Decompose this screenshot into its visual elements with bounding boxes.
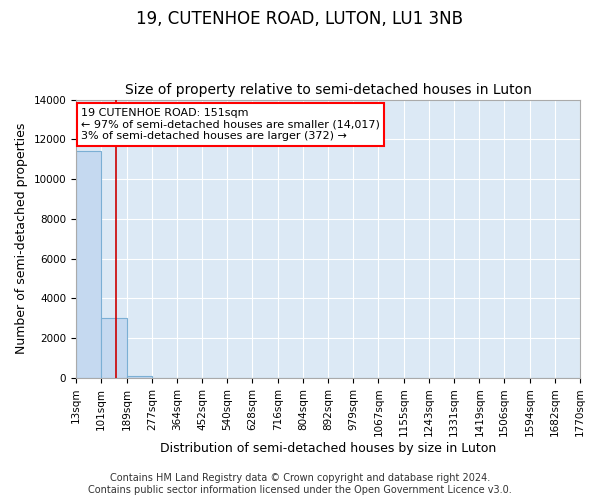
Bar bbox=[76, 152, 101, 378]
X-axis label: Distribution of semi-detached houses by size in Luton: Distribution of semi-detached houses by … bbox=[160, 442, 496, 455]
Y-axis label: Number of semi-detached properties: Number of semi-detached properties bbox=[15, 123, 28, 354]
Bar bbox=[127, 376, 152, 378]
Text: Contains HM Land Registry data © Crown copyright and database right 2024.
Contai: Contains HM Land Registry data © Crown c… bbox=[88, 474, 512, 495]
Text: 19 CUTENHOE ROAD: 151sqm
← 97% of semi-detached houses are smaller (14,017)
3% o: 19 CUTENHOE ROAD: 151sqm ← 97% of semi-d… bbox=[81, 108, 380, 141]
Bar bbox=[101, 318, 127, 378]
Title: Size of property relative to semi-detached houses in Luton: Size of property relative to semi-detach… bbox=[125, 83, 532, 97]
Text: 19, CUTENHOE ROAD, LUTON, LU1 3NB: 19, CUTENHOE ROAD, LUTON, LU1 3NB bbox=[137, 10, 464, 28]
